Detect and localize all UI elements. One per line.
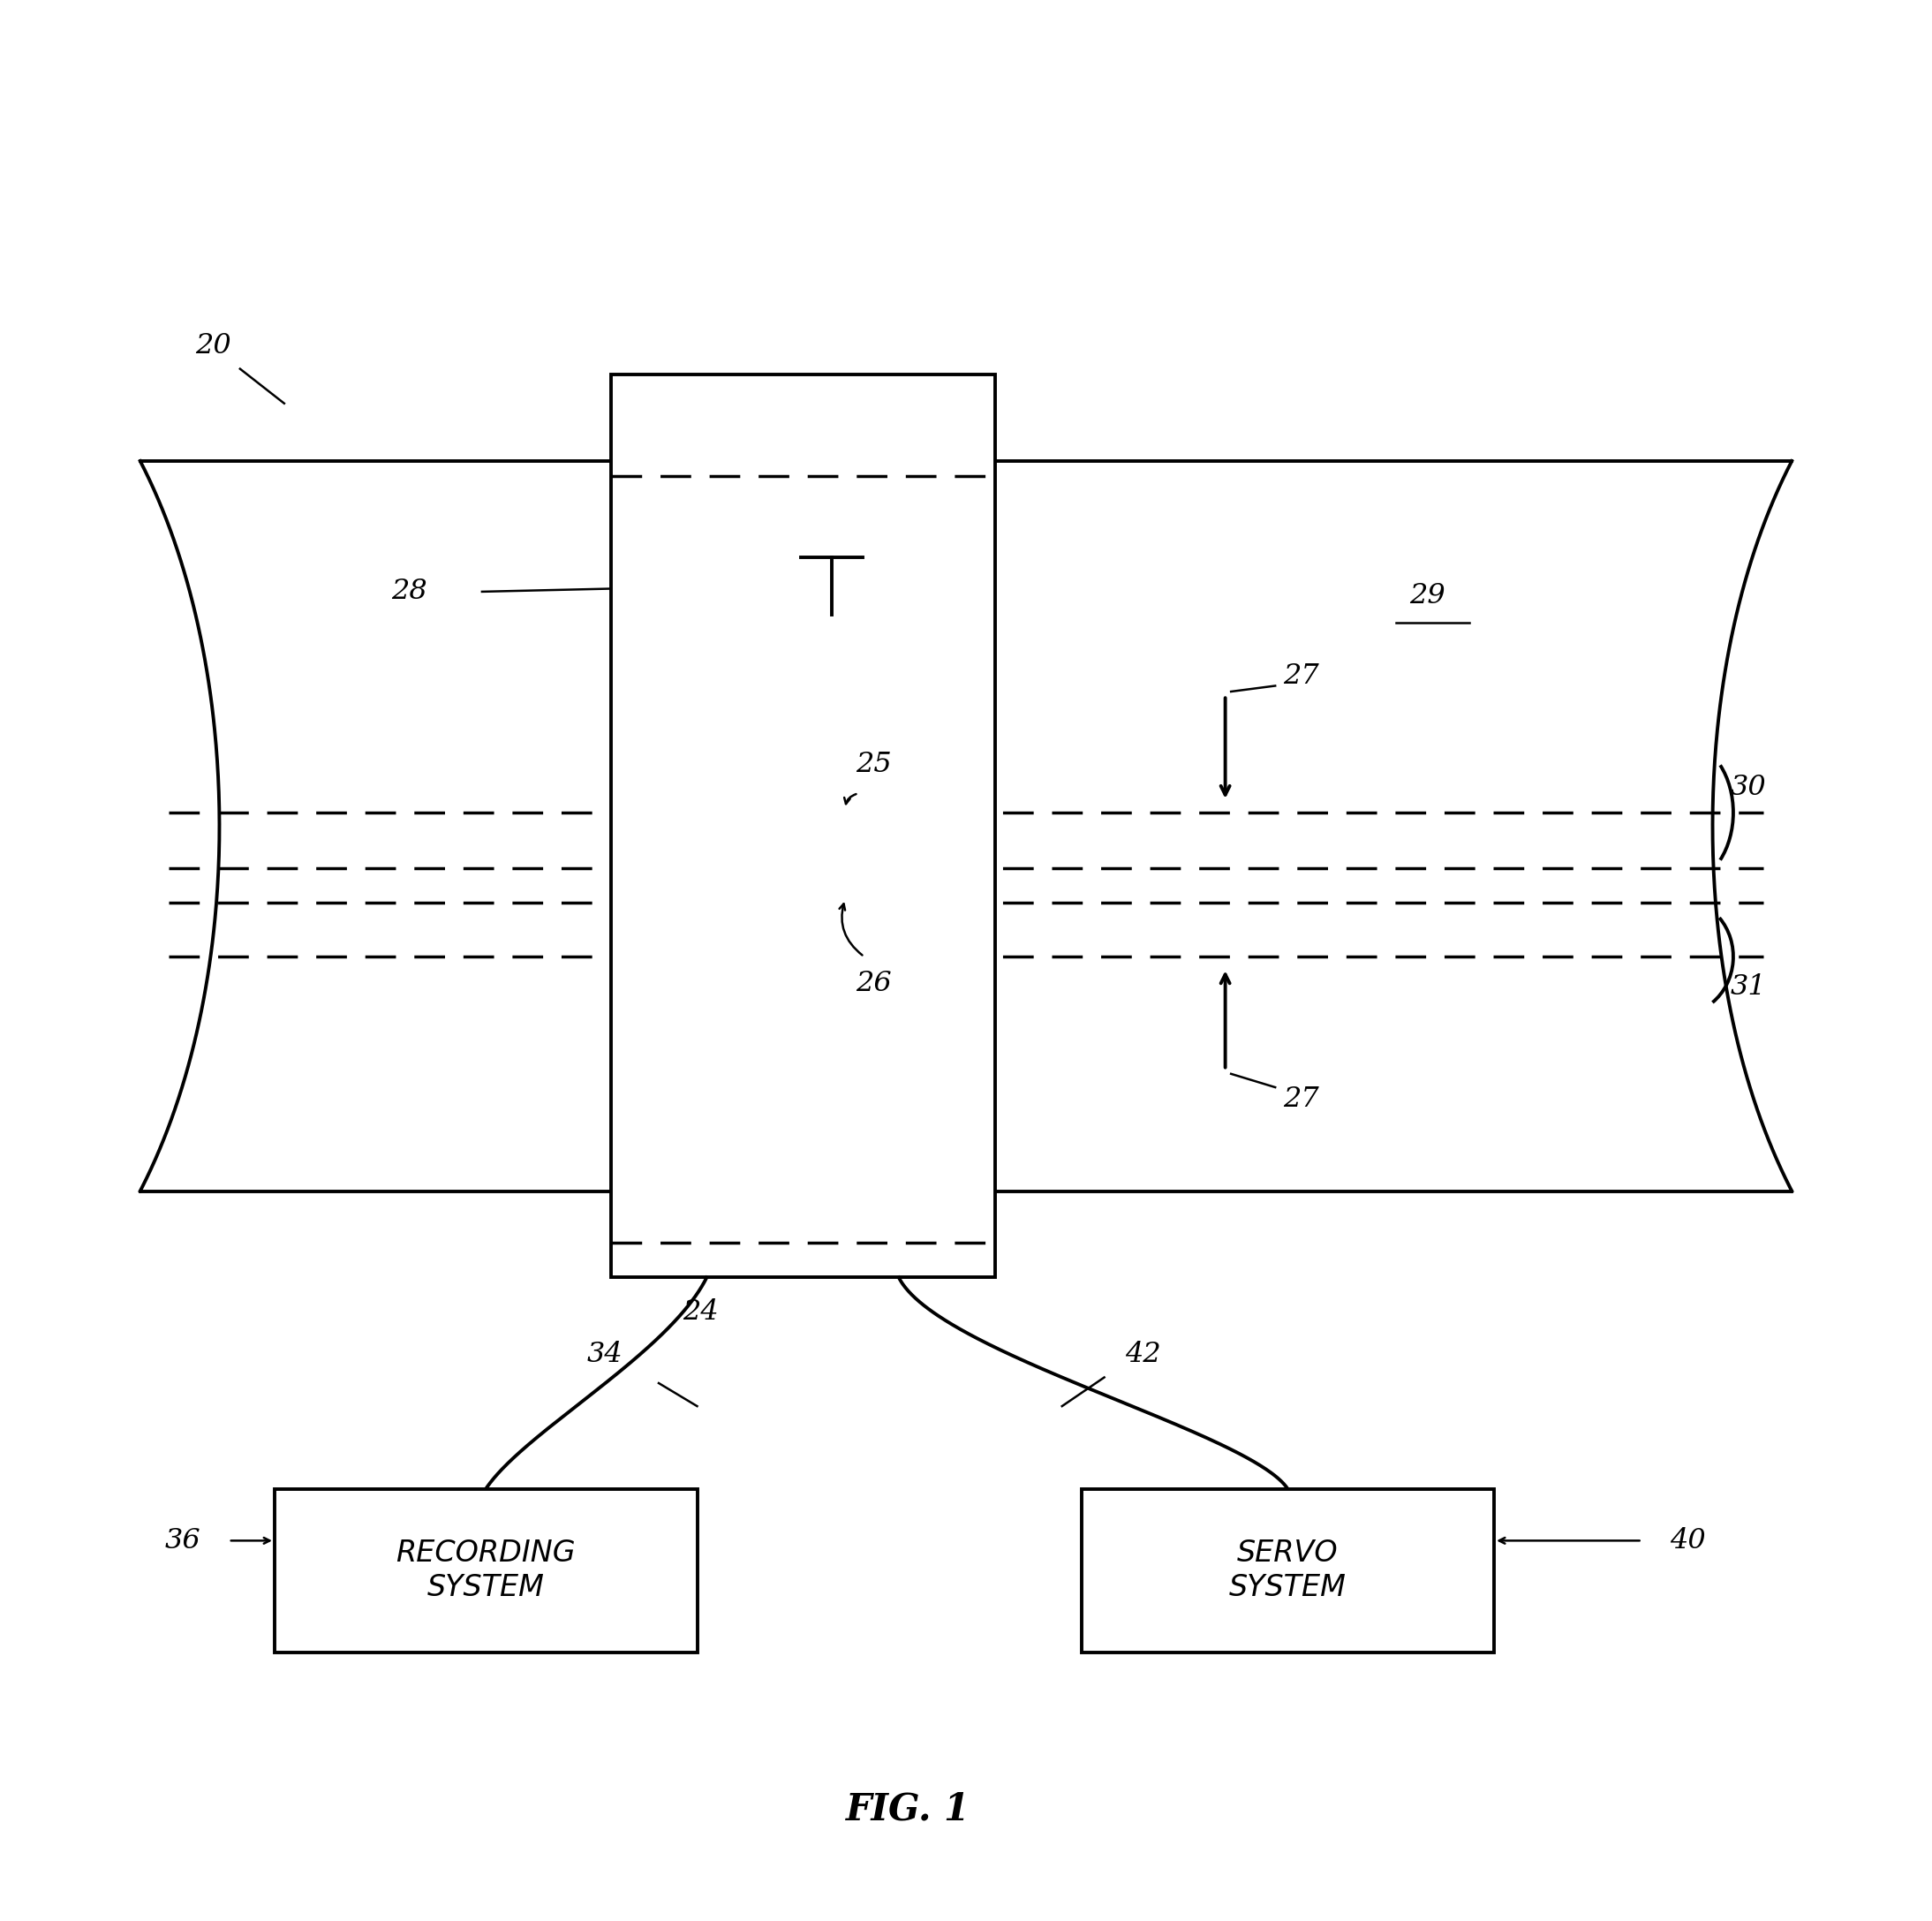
Text: 40: 40 bbox=[1669, 1527, 1706, 1554]
Text: 36: 36 bbox=[164, 1527, 201, 1554]
Text: 27: 27 bbox=[1283, 663, 1320, 690]
Text: 31: 31 bbox=[1731, 974, 1766, 1001]
Text: 34: 34 bbox=[587, 1341, 622, 1368]
Text: 29: 29 bbox=[1408, 582, 1445, 609]
Text: 42: 42 bbox=[1124, 1341, 1161, 1368]
Text: SERVO
SYSTEM: SERVO SYSTEM bbox=[1229, 1539, 1347, 1602]
Bar bbox=[611, 375, 995, 1277]
Text: 28: 28 bbox=[390, 578, 427, 605]
Text: 26: 26 bbox=[856, 970, 893, 997]
Text: 25: 25 bbox=[856, 751, 893, 778]
Text: FIG. 1: FIG. 1 bbox=[846, 1790, 970, 1829]
Text: 20: 20 bbox=[195, 332, 232, 359]
Text: 24: 24 bbox=[684, 1299, 719, 1325]
Text: 30: 30 bbox=[1731, 774, 1766, 801]
Bar bbox=[274, 1489, 697, 1652]
Text: RECORDING
SYSTEM: RECORDING SYSTEM bbox=[396, 1539, 576, 1602]
Text: 27: 27 bbox=[1283, 1085, 1320, 1112]
Bar bbox=[1082, 1489, 1493, 1652]
